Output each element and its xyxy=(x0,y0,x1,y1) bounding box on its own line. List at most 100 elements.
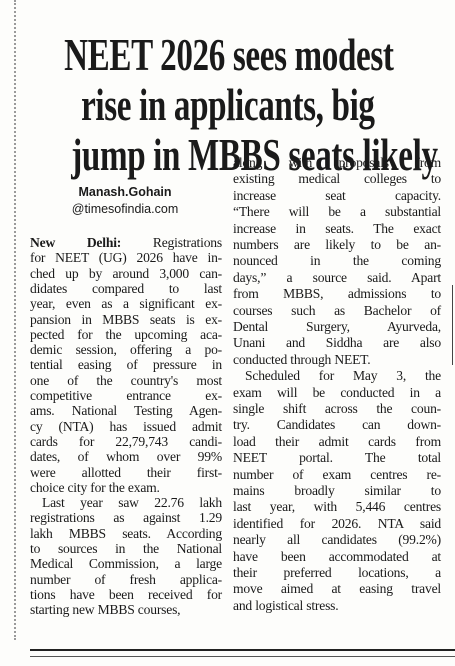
line-text: existing medical colleges to xyxy=(233,171,441,187)
line-text: increase in seats. The exact xyxy=(233,220,441,236)
text-line: to sources in the National xyxy=(30,541,222,557)
line-text: Last year saw 22.76 lakh xyxy=(42,495,222,511)
text-line: along with proposals from xyxy=(233,155,441,171)
text-line: nearly all candidates (99.2%) xyxy=(233,532,441,548)
line-text: have been accommodated at xyxy=(233,548,441,564)
line-text: single shift across the coun- xyxy=(233,401,441,416)
text-line: Unani and Siddha are also xyxy=(233,335,441,351)
line-text: dates, of whom over 99% xyxy=(30,449,222,465)
line-text: load their admit cards from xyxy=(233,433,441,449)
edge-line xyxy=(452,285,453,365)
line-text: nounced in the coming xyxy=(233,253,441,269)
text-line: move aimed at easing travel xyxy=(233,581,441,597)
text-line: ams. National Testing Agen- xyxy=(30,403,222,419)
line-text: tential easing of pressure in xyxy=(30,357,222,373)
text-line: existing medical colleges to xyxy=(233,171,441,187)
line-text: tions have been received for xyxy=(30,586,222,602)
text-line: increase seat capacity. xyxy=(233,188,441,204)
line-text: didates compared to last xyxy=(30,280,222,296)
line-text: ched up by around 3,000 can- xyxy=(30,265,222,281)
line-text: Medical Commission, a large xyxy=(30,556,222,572)
text-line: and logistical stress. xyxy=(233,598,441,614)
text-line: NEET portal. The total xyxy=(233,450,441,466)
text-line: registrations as against 1.29 xyxy=(30,510,222,526)
text-line: single shift across the coun- xyxy=(233,401,441,417)
text-line: pansion in MBBS seats is ex- xyxy=(30,312,222,328)
line-text: competitive entrance ex- xyxy=(30,388,222,403)
line-text: were allotted their first- xyxy=(30,464,222,480)
line-text: registrations as against 1.29 xyxy=(30,510,222,526)
line-text: move aimed at easing travel xyxy=(233,581,441,597)
text-line: New Delhi: Registrations xyxy=(30,235,222,251)
text-line: try. Candidates can down- xyxy=(233,417,441,433)
headline-line: rise in applicants, big xyxy=(0,82,455,128)
text-line: number of exam centres re- xyxy=(233,467,441,483)
line-text: along with proposals from xyxy=(233,155,441,170)
text-line: nounced in the coming xyxy=(233,253,441,269)
text-line: their preferred locations, a xyxy=(233,565,441,581)
text-line: “There will be a substantial xyxy=(233,204,441,220)
line-text: starting new MBBS courses, xyxy=(30,602,181,618)
line-text: number of exam centres re- xyxy=(233,466,441,482)
line-text: from MBBS, admissions to xyxy=(233,286,441,302)
line-text: try. Candidates can down- xyxy=(233,417,441,433)
text-line: pected for the upcoming aca- xyxy=(30,327,222,343)
text-line: number of fresh applica- xyxy=(30,572,222,588)
headline-text: jump in MBBS seats likely xyxy=(71,129,438,180)
line-text: nearly all candidates (99.2%) xyxy=(233,532,441,548)
line-text: Registrations xyxy=(152,235,222,250)
line-text: demic session, offering a po- xyxy=(30,342,222,358)
text-line: Dental Surgery, Ayurveda, xyxy=(233,319,441,335)
text-line: for NEET (UG) 2026 have in- xyxy=(30,250,222,266)
text-line: exam will be conducted in a xyxy=(233,385,441,401)
text-line: ched up by around 3,000 can- xyxy=(30,266,222,282)
line-text: to sources in the National xyxy=(30,541,222,556)
text-line: year, even as a significant ex- xyxy=(30,296,222,312)
bottom-rule xyxy=(30,649,455,651)
text-line: competitive entrance ex- xyxy=(30,388,222,404)
dateline: New Delhi: xyxy=(30,235,122,250)
line-text: courses such as Bachelor of xyxy=(233,302,441,318)
line-text: pansion in MBBS seats is ex- xyxy=(30,311,222,327)
line-text: lakh MBBS seats. According xyxy=(30,525,222,541)
line-text: mains broadly similar to xyxy=(233,483,441,498)
line-text: choice city for the exam. xyxy=(30,479,160,495)
headline-text: rise in applicants, big xyxy=(80,79,375,130)
line-text: for NEET (UG) 2026 have in- xyxy=(30,250,222,266)
text-line: were allotted their first- xyxy=(30,465,222,481)
line-text: Unani and Siddha are also xyxy=(233,335,441,351)
line-text: NEET portal. The total xyxy=(233,450,441,466)
text-line: dates, of whom over 99% xyxy=(30,449,222,465)
line-text: identified for 2026. NTA said xyxy=(233,515,441,531)
line-text: their preferred locations, a xyxy=(233,565,441,580)
line-text: conducted through NEET. xyxy=(233,351,371,367)
byline-handle: @timesofindia.com xyxy=(71,202,179,216)
line-text: cards for 22,79,743 candi- xyxy=(30,433,222,449)
line-text: “There will be a substantial xyxy=(233,204,441,220)
headline-text: NEET 2026 sees modest xyxy=(64,29,394,80)
text-line: Last year saw 22.76 lakh xyxy=(42,495,222,511)
text-line: choice city for the exam. xyxy=(30,480,222,496)
line-text: one of the country's most xyxy=(30,372,222,388)
text-line: days,” a source said. Apart xyxy=(233,270,441,286)
line-text: ams. National Testing Agen- xyxy=(30,403,222,419)
line-text: number of fresh applica- xyxy=(30,571,222,587)
text-line: Scheduled for May 3, the xyxy=(245,368,441,384)
line-text: numbers are likely to be an- xyxy=(233,237,441,252)
bottom-rule xyxy=(30,656,455,657)
text-line: courses such as Bachelor of xyxy=(233,303,441,319)
line-text: Scheduled for May 3, the xyxy=(245,368,441,384)
text-line: have been accommodated at xyxy=(233,549,441,565)
text-line: mains broadly similar to xyxy=(233,483,441,499)
text-line: Medical Commission, a large xyxy=(30,556,222,572)
line-text: Dental Surgery, Ayurveda, xyxy=(233,319,441,334)
line-text: increase seat capacity. xyxy=(233,187,441,203)
line-text: year, even as a significant ex- xyxy=(30,296,222,312)
text-line: increase in seats. The exact xyxy=(233,221,441,237)
text-line: tions have been received for xyxy=(30,587,222,603)
headline-line: jump in MBBS seats likely xyxy=(0,132,455,178)
text-line: numbers are likely to be an- xyxy=(233,237,441,253)
line-text: exam will be conducted in a xyxy=(233,384,441,400)
text-line: starting new MBBS courses, xyxy=(30,602,222,618)
